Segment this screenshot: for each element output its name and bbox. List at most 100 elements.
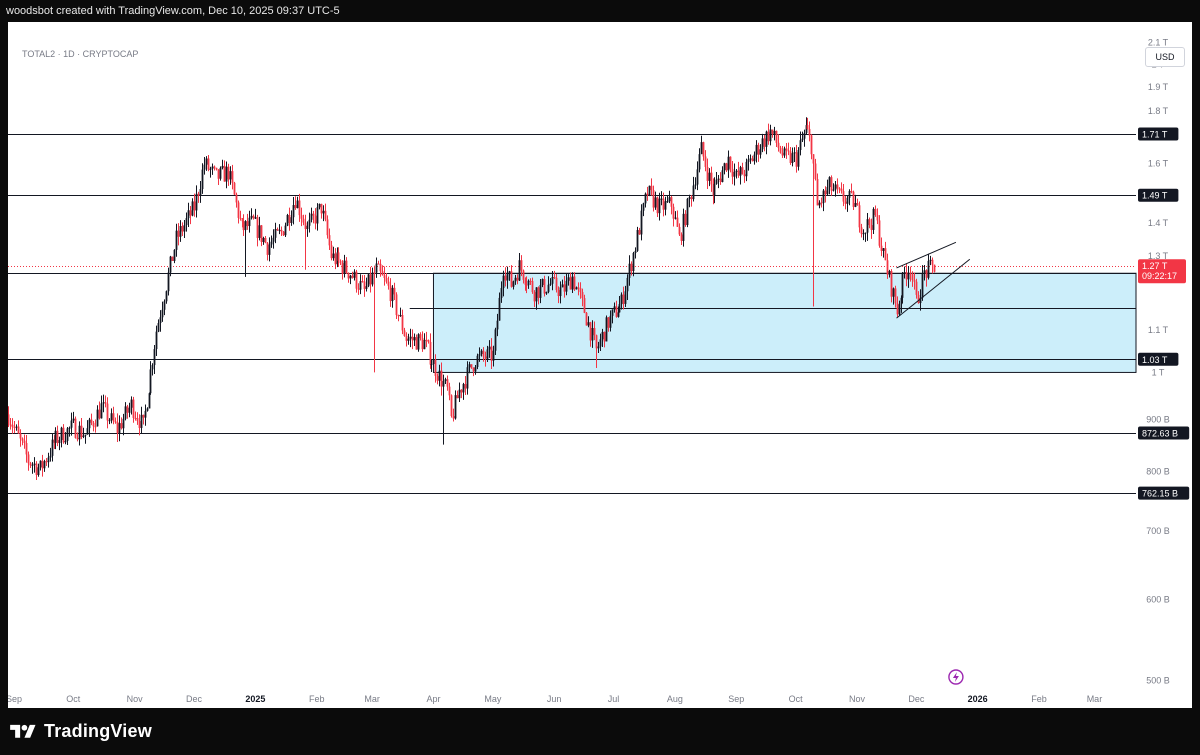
candle-body: [413, 337, 416, 341]
candle-body: [674, 217, 677, 219]
candle-body: [31, 464, 34, 466]
candle-body: [609, 315, 612, 328]
candle-body: [223, 165, 226, 182]
candle-body: [541, 279, 544, 285]
candle-body: [898, 304, 901, 315]
lightning-icon-bolt: [952, 672, 959, 682]
candle-body: [496, 320, 499, 330]
candle-body: [185, 218, 188, 226]
consolidation-zone[interactable]: [432, 272, 1137, 373]
currency-button[interactable]: USD: [1145, 47, 1185, 67]
candle-body: [900, 297, 903, 305]
y-axis-tick-label: 2.1 T: [1148, 38, 1169, 48]
candle-body: [128, 407, 131, 413]
candle-body: [490, 346, 493, 361]
last-price-countdown: 09:22:17: [1142, 271, 1177, 281]
candle-body: [462, 384, 465, 393]
candle-body: [163, 301, 166, 310]
chart-caption: woodsbot created with TradingView.com, D…: [6, 5, 340, 17]
candle-body: [805, 125, 808, 133]
x-axis-tick-label: Mar: [1087, 694, 1103, 704]
candle-body: [155, 331, 158, 350]
candle-body: [874, 208, 877, 216]
candle-body: [252, 215, 255, 219]
candle-body: [785, 148, 788, 151]
y-axis-tick-label: 500 B: [1146, 675, 1170, 685]
level-price-tag-text: 1.49 T: [1142, 191, 1168, 201]
brand-name[interactable]: TradingView: [44, 721, 152, 741]
candle-body: [175, 230, 178, 250]
candle-body: [743, 174, 746, 177]
candle-body: [241, 218, 244, 222]
candle-body: [54, 430, 57, 443]
candle-body: [159, 317, 162, 324]
candle-body: [98, 409, 101, 419]
candle-body: [787, 150, 790, 152]
candle-body: [23, 440, 26, 443]
candle-body: [96, 409, 99, 427]
candle-body: [66, 428, 69, 441]
candle-body: [710, 172, 713, 185]
candle-body: [231, 171, 234, 183]
candle-body: [177, 230, 180, 237]
candle-body: [328, 235, 331, 246]
candle-body: [149, 369, 152, 394]
candle-body: [213, 166, 216, 168]
candle-body: [15, 426, 18, 428]
price-chart[interactable]: 2.1 T2 T1.9 T1.8 T1.6 T1.4 T1.3 T1.1 T1 …: [8, 22, 1192, 708]
level-price-tag[interactable]: 1.49 T: [1138, 188, 1179, 202]
candle-body: [33, 463, 36, 465]
candle-body: [719, 178, 722, 183]
candle-body: [363, 281, 366, 289]
candle-body: [500, 288, 503, 298]
chart-pane[interactable]: 2.1 T2 T1.9 T1.8 T1.6 T1.4 T1.3 T1.1 T1 …: [8, 22, 1192, 708]
candle-body: [318, 203, 321, 208]
candle-body: [284, 225, 287, 236]
candle-body: [124, 406, 127, 419]
candle-body: [846, 197, 849, 204]
level-price-tag[interactable]: 1.03 T: [1138, 352, 1179, 366]
candle-body: [504, 275, 507, 281]
candle-body: [555, 277, 558, 291]
candle-body: [157, 323, 160, 332]
candle-body: [179, 226, 182, 237]
candle-body: [132, 399, 135, 418]
candle-body: [403, 330, 406, 337]
candle-body: [138, 421, 141, 428]
candle-body: [775, 130, 778, 143]
candle-body: [587, 322, 590, 326]
last-price-tag[interactable]: 1.27 T09:22:17: [1138, 259, 1186, 284]
candle-body: [603, 331, 606, 342]
candle-body: [468, 364, 471, 368]
candle-body: [747, 159, 750, 162]
candle-body: [60, 427, 63, 441]
candle-body: [373, 272, 376, 274]
candle-body: [191, 201, 194, 216]
candle-body: [347, 272, 350, 279]
candle-body: [696, 169, 699, 185]
lightning-icon[interactable]: [948, 669, 964, 685]
candle-body: [260, 225, 263, 242]
candle-body: [848, 191, 851, 198]
candle-body: [706, 166, 709, 181]
candle-body: [442, 380, 445, 387]
x-axis-tick-label: 2025: [245, 694, 265, 704]
candle-body: [620, 294, 623, 305]
level-price-tag[interactable]: 872.63 B: [1138, 426, 1190, 440]
candle-body: [41, 460, 44, 469]
candle-body: [280, 229, 283, 232]
wedge-trendline[interactable]: [896, 258, 971, 319]
candle-body: [925, 270, 928, 278]
candle-body: [355, 271, 358, 289]
level-price-tag-bg: [1138, 127, 1179, 141]
candle-body: [423, 339, 426, 350]
candle-body: [167, 272, 170, 292]
level-price-tag[interactable]: 1.71 T: [1138, 127, 1179, 141]
candle-body: [575, 287, 578, 290]
candle-body: [407, 338, 410, 341]
candle-body: [909, 273, 912, 275]
wedge-trendline[interactable]: [896, 241, 957, 269]
level-price-tag[interactable]: 762.15 B: [1138, 486, 1190, 500]
candle-body: [205, 158, 208, 165]
candle-body: [51, 439, 54, 456]
